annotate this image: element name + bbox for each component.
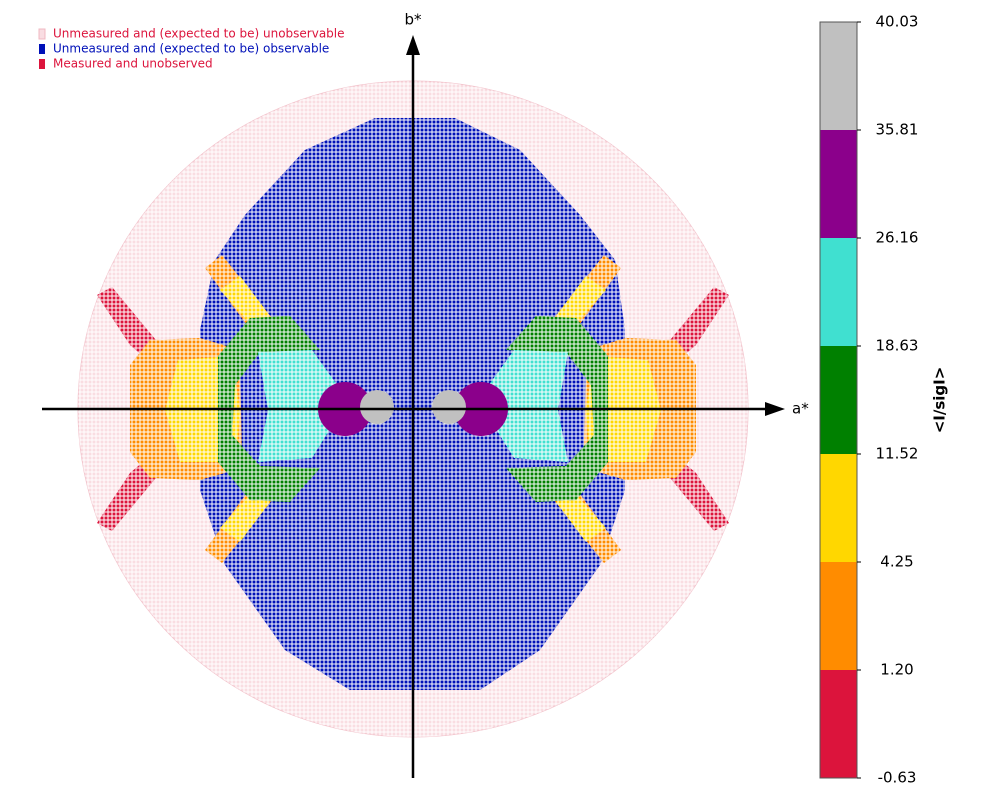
legend-swatch — [38, 28, 46, 40]
y-axis-label: b* — [404, 11, 422, 29]
colorbar-tick-label: 1.20 — [880, 661, 913, 679]
colorbar-bin — [820, 454, 857, 562]
turquoise-blob-texture — [258, 350, 348, 462]
colorbar-frame — [819, 21, 858, 779]
colorbar-bin — [820, 130, 857, 238]
colorbar-tick-label: -0.63 — [878, 769, 917, 787]
colorbar-tick-label: 11.52 — [876, 445, 919, 463]
colorbar-bin — [820, 670, 857, 778]
green-arc-texture — [506, 316, 608, 502]
yellow-band-texture — [556, 276, 606, 326]
left-regions — [97, 255, 394, 563]
a-arrow — [765, 402, 785, 416]
right-regions — [432, 255, 729, 563]
red-wing-texture — [666, 456, 729, 531]
green-arc-texture — [218, 316, 320, 502]
yellow-band-texture — [556, 492, 606, 542]
colorbar-label: <I/sigI> — [931, 367, 949, 434]
legend-swatch — [39, 59, 45, 69]
silver-blob — [360, 390, 394, 424]
colorbar-tick-label: 26.16 — [876, 229, 919, 247]
legend-swatch — [39, 44, 45, 54]
colorbar-bin — [820, 346, 857, 454]
colorbar-bin — [820, 238, 857, 346]
red-wing-texture — [97, 287, 160, 362]
red-wing-texture — [666, 287, 729, 362]
colorbar-bin — [820, 562, 857, 670]
x-axis-label: a* — [792, 400, 809, 418]
colorbar-tick-label: 18.63 — [876, 337, 919, 355]
legend-label: Unmeasured and (expected to be) observab… — [53, 42, 329, 56]
red-wing-texture — [97, 456, 160, 531]
legend-label: Measured and unobserved — [53, 57, 213, 71]
yellow-band-texture — [220, 276, 270, 326]
colorbar-tick-label: 40.03 — [876, 13, 919, 31]
yellow-band-texture — [220, 492, 270, 542]
colorbar-tick-label: 35.81 — [876, 121, 919, 139]
colorbar-bin — [820, 22, 857, 130]
turquoise-blob-texture — [478, 350, 568, 462]
b-arrow — [406, 35, 420, 55]
silver-blob — [432, 390, 466, 424]
colorbar-tick-label: 4.25 — [880, 553, 913, 571]
legend-label: Unmeasured and (expected to be) unobserv… — [53, 27, 345, 41]
